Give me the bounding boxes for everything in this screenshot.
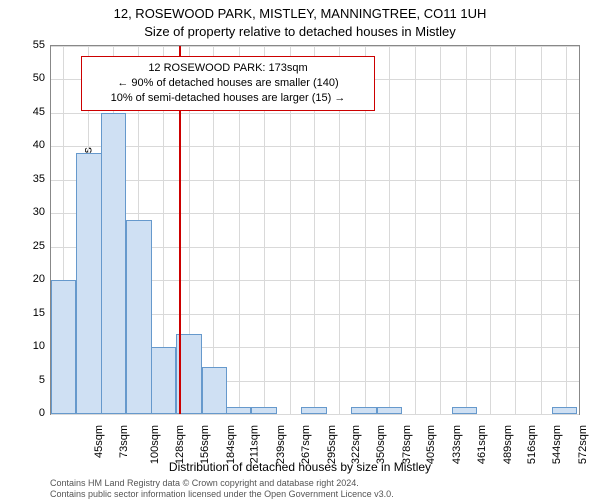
histogram-bar xyxy=(202,367,227,414)
gridline-h xyxy=(51,414,579,415)
histogram-bar xyxy=(126,220,151,414)
xtick-label: 73sqm xyxy=(118,425,130,458)
gridline-v xyxy=(541,46,542,414)
gridline-v xyxy=(515,46,516,414)
histogram-bar xyxy=(377,407,402,414)
xtick-label: 128sqm xyxy=(174,425,186,464)
footer-line1: Contains HM Land Registry data © Crown c… xyxy=(50,478,394,489)
xtick-label: 433sqm xyxy=(451,425,463,464)
footer-line2: Contains public sector information licen… xyxy=(50,489,394,500)
ytick-label: 25 xyxy=(5,240,45,252)
annotation-line2: ← 90% of detached houses are smaller (14… xyxy=(88,76,368,91)
xtick-label: 378sqm xyxy=(401,425,413,464)
ytick-label: 15 xyxy=(5,307,45,319)
ytick-label: 20 xyxy=(5,273,45,285)
ytick-label: 0 xyxy=(5,407,45,419)
histogram-bar xyxy=(76,153,101,414)
xtick-label: 516sqm xyxy=(526,425,538,464)
histogram-bar xyxy=(552,407,577,414)
xtick-label: 211sqm xyxy=(249,425,261,463)
histogram-bar xyxy=(351,407,376,414)
histogram-bar xyxy=(51,280,76,414)
histogram-bar xyxy=(151,347,176,414)
ytick-label: 45 xyxy=(5,106,45,118)
xtick-label: 405sqm xyxy=(426,425,438,464)
ytick-label: 35 xyxy=(5,173,45,185)
gridline-v xyxy=(490,46,491,414)
gridline-v xyxy=(389,46,390,414)
xtick-label: 239sqm xyxy=(275,425,287,464)
xtick-label: 45sqm xyxy=(93,425,105,458)
gridline-v xyxy=(415,46,416,414)
ytick-label: 5 xyxy=(5,374,45,386)
annotation-line3: 10% of semi-detached houses are larger (… xyxy=(88,91,368,106)
histogram-bar xyxy=(251,407,276,414)
gridline-v xyxy=(566,46,567,414)
page-title-line1: 12, ROSEWOOD PARK, MISTLEY, MANNINGTREE,… xyxy=(0,6,600,21)
xtick-label: 350sqm xyxy=(376,425,388,464)
page-title-line2: Size of property relative to detached ho… xyxy=(0,24,600,39)
xtick-label: 184sqm xyxy=(225,425,237,464)
ytick-label: 30 xyxy=(5,206,45,218)
xtick-label: 267sqm xyxy=(300,425,312,464)
ytick-label: 55 xyxy=(5,39,45,51)
histogram-bar xyxy=(452,407,477,414)
histogram-bar xyxy=(101,113,126,414)
xtick-label: 295sqm xyxy=(326,425,338,464)
xtick-label: 322sqm xyxy=(350,425,362,464)
xtick-label: 156sqm xyxy=(200,425,212,464)
xtick-label: 489sqm xyxy=(502,425,514,464)
gridline-v xyxy=(466,46,467,414)
xtick-label: 572sqm xyxy=(577,425,589,464)
annotation-line1: 12 ROSEWOOD PARK: 173sqm xyxy=(88,61,368,76)
ytick-label: 10 xyxy=(5,340,45,352)
histogram-bar xyxy=(226,407,251,414)
footer-attribution: Contains HM Land Registry data © Crown c… xyxy=(50,478,394,500)
gridline-v xyxy=(440,46,441,414)
xtick-label: 461sqm xyxy=(476,425,488,464)
xtick-label: 544sqm xyxy=(552,425,564,464)
ytick-label: 40 xyxy=(5,139,45,151)
histogram-bar xyxy=(301,407,326,414)
histogram-plot: 12 ROSEWOOD PARK: 173sqm ← 90% of detach… xyxy=(50,45,580,415)
xtick-label: 100sqm xyxy=(149,425,161,464)
ytick-label: 50 xyxy=(5,72,45,84)
marker-annotation: 12 ROSEWOOD PARK: 173sqm ← 90% of detach… xyxy=(81,56,375,111)
